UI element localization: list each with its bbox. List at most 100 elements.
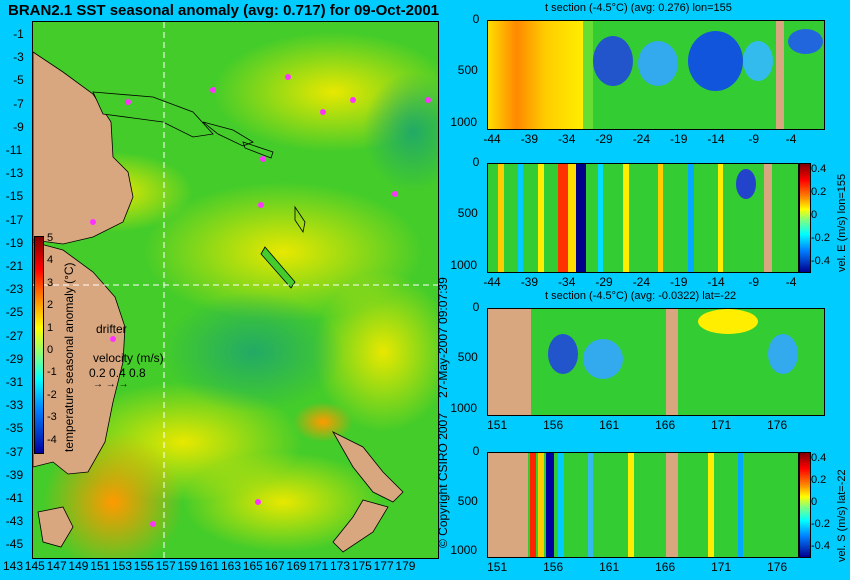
panel-vel-e-plot[interactable] <box>487 163 799 273</box>
panel-colorbar-tick: 0.4 <box>811 452 827 464</box>
map-colorbar-label: temperature seasonal anomaly (°C) <box>62 262 76 452</box>
map-y-tick: -17 <box>5 212 24 227</box>
panel-x-tick: -44 <box>483 275 501 289</box>
panel-x-tick: -39 <box>520 275 539 289</box>
map-y-tick: -29 <box>5 351 24 366</box>
panel-y-tick: 500 <box>457 493 478 508</box>
map-y-tick: -9 <box>13 119 24 134</box>
map-x-tick: 149 <box>68 559 89 573</box>
panel-y-tick: 1000 <box>450 543 478 558</box>
panel-vel-e-colorbar <box>799 163 811 273</box>
map-y-tick: -45 <box>5 537 24 552</box>
panel-x-tick: -4 <box>785 275 797 289</box>
panel-y-tick: 0 <box>472 300 480 314</box>
map-colorbar-tick: 1 <box>47 321 54 334</box>
map-y-tick: -19 <box>5 235 24 250</box>
panel-x-tick: -29 <box>595 132 613 146</box>
panel-vel-e-colorbar-label: vel. E (m/s) lon=155 <box>836 173 848 272</box>
map-x-tick: 175 <box>351 559 372 573</box>
map-y-tick: -15 <box>5 189 24 204</box>
panel-vel-s-plot[interactable] <box>487 452 799 558</box>
map-colorbar-tick: -2 <box>47 388 57 401</box>
panel-x-tick: 166 <box>655 418 676 432</box>
map-x-tick: 161 <box>199 559 220 573</box>
panel-x-tick: -34 <box>558 132 576 146</box>
map-colorbar-tick: -3 <box>47 411 57 424</box>
panel-x-tick: -24 <box>632 275 651 289</box>
map-y-tick: -7 <box>13 96 24 111</box>
panel-x-tick: -34 <box>558 275 576 289</box>
map-colorbar-tick: 0 <box>47 344 54 356</box>
panel-t-lon-plot[interactable] <box>487 20 825 130</box>
panel-t-lon-title: t section (-4.5°C) (avg: 0.276) lon=155 <box>545 2 732 14</box>
map-x-tick: 143 <box>3 559 24 573</box>
map-y-tick: -39 <box>5 467 24 482</box>
panel-x-tick: 176 <box>767 560 788 574</box>
panel-y-tick: 500 <box>457 206 478 221</box>
panel-vel-s-colorbar <box>799 452 811 558</box>
panel-y-tick: 0 <box>472 444 480 458</box>
map-colorbar-tick: 5 <box>47 232 54 244</box>
map-x-tick: 159 <box>177 559 198 573</box>
panel-x-tick: -29 <box>595 275 613 289</box>
panel-x-tick: -14 <box>707 275 725 289</box>
panel-colorbar-tick: -0.4 <box>811 255 830 267</box>
map-x-tick: 171 <box>308 559 329 573</box>
map-colorbar <box>34 236 44 454</box>
map-x-tick: 177 <box>373 559 394 573</box>
panel-colorbar-tick: 0.4 <box>811 163 827 175</box>
map-title: BRAN2.1 SST seasonal anomaly (avg: 0.717… <box>8 2 440 19</box>
map-y-tick: -41 <box>5 491 24 505</box>
sst-heatmap <box>33 22 438 558</box>
map-y-tick: -1 <box>13 27 24 41</box>
map-colorbar-tick: 2 <box>47 299 54 312</box>
map-y-tick: -31 <box>5 375 24 389</box>
panel-x-tick: -24 <box>632 132 651 146</box>
panel-colorbar-tick: 0 <box>811 209 818 221</box>
map-x-tick: 173 <box>330 559 351 573</box>
velocity-arrows-icon: → → → <box>93 379 129 390</box>
panel-colorbar-tick: 0.2 <box>811 474 827 486</box>
panel-colorbar-tick: -0.2 <box>811 232 830 244</box>
velocity-scale: 0.2 0.4 0.8 <box>89 366 146 380</box>
panel-x-tick: 176 <box>767 418 788 432</box>
map-colorbar-tick: -4 <box>47 433 57 446</box>
map-colorbar-tick: 4 <box>47 254 54 267</box>
panel-y-tick: 0 <box>472 12 480 26</box>
panel-x-tick: -19 <box>670 275 688 289</box>
map-y-tick: -27 <box>5 328 24 343</box>
map-y-tick: -13 <box>5 166 24 181</box>
panel-colorbar-tick: -0.4 <box>811 540 830 552</box>
map-plot[interactable] <box>32 21 439 559</box>
map-x-tick: 179 <box>395 559 416 573</box>
map-y-tick: -35 <box>5 421 24 436</box>
map-x-tick: 169 <box>286 559 307 573</box>
copyright: © Copyright CSIRO 2007 <box>436 413 450 548</box>
timestamp: 27-May-2007 09:07:39 <box>436 277 450 398</box>
panel-t-lat-plot[interactable] <box>487 308 825 416</box>
map-x-tick: 167 <box>264 559 285 573</box>
map-x-tick: 165 <box>242 559 263 573</box>
velocity-label: velocity (m/s) <box>93 351 164 365</box>
map-y-tick: -43 <box>5 514 24 529</box>
panel-x-tick: -39 <box>520 132 539 146</box>
panel-x-tick: -9 <box>748 132 760 146</box>
panel-y-tick: 0 <box>472 155 480 169</box>
map-y-tick: -3 <box>13 50 24 65</box>
map-y-tick: -33 <box>5 398 24 413</box>
map-y-tick: -11 <box>5 143 23 157</box>
panel-x-tick: 156 <box>543 418 564 432</box>
panel-x-tick: 151 <box>487 418 508 432</box>
panel-x-tick: 161 <box>599 418 620 432</box>
map-y-tick: -5 <box>13 73 24 88</box>
panel-x-tick: -44 <box>483 132 501 146</box>
panel-x-tick: 151 <box>487 560 508 574</box>
map-x-tick: 157 <box>155 559 176 573</box>
panel-x-tick: -4 <box>785 132 797 146</box>
map-y-tick: -23 <box>5 282 24 297</box>
map-x-tick: 155 <box>133 559 154 573</box>
panel-y-tick: 500 <box>457 350 478 365</box>
map-x-tick: 145 <box>24 559 45 573</box>
panel-x-tick: -14 <box>707 132 725 146</box>
map-y-tick: -21 <box>5 259 24 273</box>
